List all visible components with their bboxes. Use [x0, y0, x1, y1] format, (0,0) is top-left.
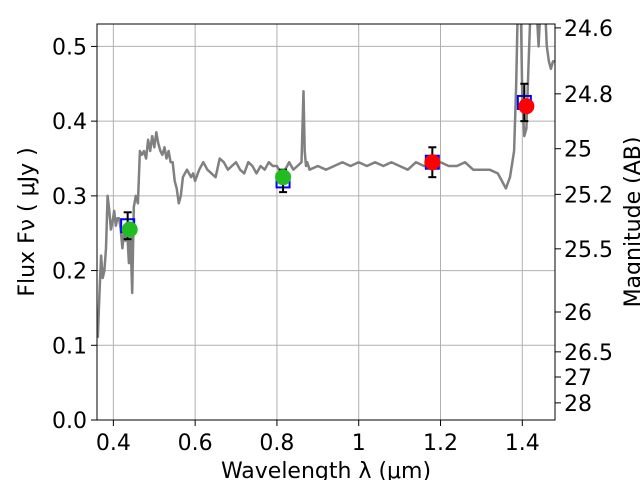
x-tick-label: 1.4	[505, 431, 540, 456]
observed-points-layer	[120, 82, 532, 241]
model-points-layer	[121, 98, 535, 238]
x-tick-label: 1	[352, 431, 366, 456]
x-tick-label: 1.2	[423, 431, 458, 456]
y-tick-label: 0.3	[52, 185, 87, 210]
model-point	[121, 221, 138, 238]
spectrum-line	[97, 24, 555, 338]
x-tick-label: 0.6	[178, 431, 213, 456]
x-tick-label: 0.8	[259, 431, 294, 456]
y-tick-label: 0.2	[52, 260, 87, 285]
grid	[97, 24, 555, 421]
y2-axis-label: Magnitude (AB)	[621, 137, 640, 308]
y-tick-label: 0.1	[52, 334, 87, 359]
y-axis-label: Flux Fν ( μJy )	[15, 147, 40, 296]
plot-frame	[96, 23, 556, 421]
mag-tick-label: 25	[564, 138, 592, 163]
y-tick-label: 0.5	[52, 35, 87, 60]
mag-tick-label: 25.5	[564, 238, 613, 263]
model-point	[275, 169, 292, 186]
y-tick-label: 0.4	[52, 110, 87, 135]
mag-tick-label: 27	[564, 366, 592, 391]
x-tick-label: 0.4	[96, 431, 131, 456]
model-point	[518, 98, 535, 115]
mag-tick-label: 26.5	[564, 341, 613, 366]
mag-tick-label: 25.2	[564, 183, 613, 208]
y-tick-label: 0.0	[52, 409, 87, 434]
mag-tick-label: 26	[564, 301, 592, 326]
mag-tick-label: 28	[564, 392, 592, 417]
mag-tick-label: 24.6	[564, 17, 613, 42]
x-axis-label: Wavelength λ (μm)	[221, 459, 431, 480]
ticks-layer: 0.4 0.6 0.8 1 1.2 1.4 0.0 0.1 0.2 0.3 0.4 0.5 24.6 24…	[52, 17, 613, 456]
mag-tick-label: 24.8	[564, 83, 613, 108]
spectrum-layer	[97, 24, 555, 338]
model-point	[424, 154, 441, 171]
